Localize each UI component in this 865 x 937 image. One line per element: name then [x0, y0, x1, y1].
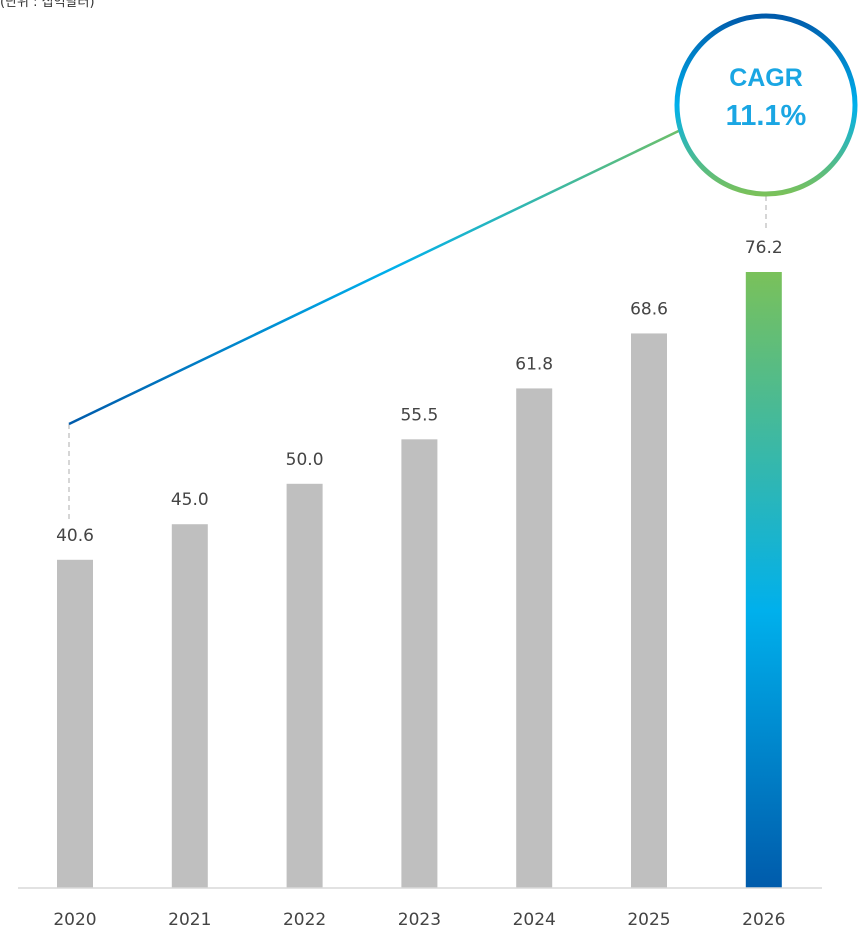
x-tick-2026: 2026	[742, 910, 785, 930]
data-label-2021: 45.0	[171, 490, 209, 510]
bar-2023	[401, 439, 438, 888]
x-tick-2023: 2023	[398, 910, 441, 930]
bar-2021	[171, 524, 208, 888]
cagr-badge-value: 11.1%	[726, 100, 807, 132]
x-tick-2021: 2021	[168, 910, 211, 930]
data-label-2020: 40.6	[56, 526, 94, 546]
data-label-2022: 50.0	[286, 450, 324, 470]
x-tick-2022: 2022	[283, 910, 326, 930]
data-label-2024: 61.8	[515, 354, 553, 374]
bar-2020	[57, 559, 93, 888]
bar-2025	[631, 333, 667, 888]
cagr-badge-title: CAGR	[729, 64, 803, 92]
x-tick-2024: 2024	[513, 910, 556, 930]
data-label-2026: 76.2	[745, 238, 783, 258]
cagr-arrow-line	[68, 111, 717, 426]
bar-2024	[516, 388, 553, 888]
x-tick-2025: 2025	[627, 910, 670, 930]
bar-2026	[745, 272, 782, 888]
data-label-2023: 55.5	[400, 405, 438, 425]
bar-2022	[286, 483, 323, 888]
unit-label: (단위 : 십억달러)	[0, 0, 95, 10]
cagr-badge-ring	[674, 13, 858, 197]
data-label-2025: 68.6	[630, 299, 668, 319]
x-tick-2020: 2020	[53, 910, 96, 930]
